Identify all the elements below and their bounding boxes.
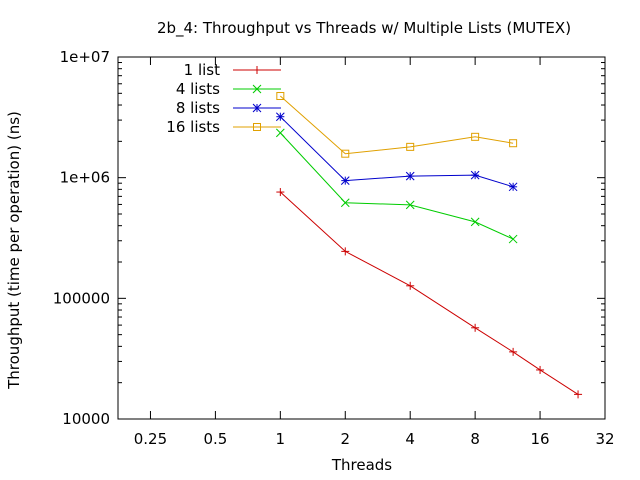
data-point (275, 128, 285, 138)
data-point (276, 92, 285, 101)
data-point (276, 188, 285, 197)
data-point (252, 103, 262, 113)
x-tick-label: 2 (340, 430, 350, 448)
data-point (508, 234, 518, 244)
data-point (574, 390, 583, 399)
data-point (252, 84, 262, 94)
y-tick-label: 1e+07 (60, 48, 110, 66)
data-point (406, 142, 415, 151)
data-point (471, 323, 480, 332)
data-point (509, 347, 518, 356)
data-point (341, 149, 350, 158)
legend-item: 4 lists (176, 80, 281, 98)
data-point (470, 170, 480, 180)
x-tick-label: 32 (595, 430, 614, 448)
legend-label: 4 lists (176, 80, 220, 98)
data-point (536, 365, 545, 374)
series-line (279, 95, 514, 155)
legend-label: 16 lists (166, 118, 220, 136)
y-tick-label: 100000 (53, 289, 110, 307)
legend-item: 1 list (184, 61, 281, 79)
data-point (253, 123, 261, 131)
data-point (253, 66, 261, 74)
x-tick-label: 0.5 (203, 430, 227, 448)
y-tick-label: 10000 (62, 410, 110, 428)
series-layer (275, 92, 583, 399)
series-8-lists (275, 112, 518, 192)
series-16-lists (276, 92, 518, 158)
data-point (508, 182, 518, 192)
data-point (340, 198, 350, 208)
legend-item: 8 lists (176, 99, 281, 117)
data-point (405, 200, 415, 210)
x-tick-label: 8 (470, 430, 480, 448)
data-point (509, 139, 518, 148)
data-point (405, 171, 415, 181)
data-point (406, 281, 415, 290)
y-axis-label: Throughput (time per operation) (ns) (5, 111, 23, 390)
y-tick-label: 1e+06 (60, 169, 110, 187)
plot-frame (117, 56, 606, 420)
axis-ticks: 10000 100000 1e+06 1e+07 0.25 0.5 1 2 4 8 16 32 (53, 48, 615, 448)
data-point (470, 217, 480, 227)
x-tick-label: 1 (276, 430, 286, 448)
chart-title: 2b_4: Throughput vs Threads w/ Multiple … (157, 19, 571, 38)
data-point (340, 176, 350, 185)
data-point (275, 112, 285, 122)
legend-label: 1 list (184, 61, 220, 79)
x-axis-label: Threads (331, 456, 392, 474)
x-tick-label: 16 (531, 430, 550, 448)
series-1-list (276, 188, 583, 399)
data-point (341, 247, 350, 256)
legend-item: 16 lists (166, 118, 281, 136)
series-line (279, 191, 579, 395)
series-4-lists (275, 128, 518, 244)
legend-label: 8 lists (176, 99, 220, 117)
x-tick-label: 0.25 (134, 430, 167, 448)
data-point (471, 132, 480, 141)
x-tick-label: 4 (405, 430, 415, 448)
